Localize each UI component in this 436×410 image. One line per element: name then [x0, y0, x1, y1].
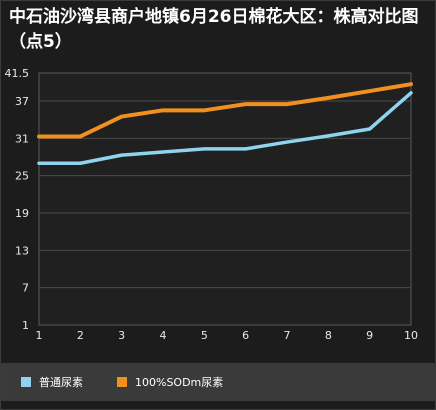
y-tick-label: 1 [22, 319, 29, 332]
x-tick-label: 5 [201, 329, 208, 342]
y-tick-label: 31 [15, 132, 29, 145]
y-tick-label: 37 [15, 95, 29, 108]
legend: 普通尿素 100%SODm尿素 [1, 363, 435, 401]
x-tick-label: 3 [118, 329, 125, 342]
legend-label-series-2: 100%SODm尿素 [135, 376, 224, 389]
legend-label-series-1: 普通尿素 [39, 376, 83, 389]
x-tick-label: 6 [242, 329, 249, 342]
x-tick-label: 8 [325, 329, 332, 342]
x-tick-label: 10 [404, 329, 418, 342]
y-tick-label: 7 [22, 282, 29, 295]
series-lines [37, 82, 413, 165]
x-axis-tick-labels: 1 2 3 4 5 6 7 8 9 10 [36, 329, 419, 342]
x-tick-label: 2 [77, 329, 84, 342]
y-axis-tick-labels: 1 7 13 19 25 31 37 41.5 [5, 67, 30, 332]
series-line-1 [37, 91, 413, 165]
x-tick-label: 7 [284, 329, 291, 342]
grid-lines [39, 100, 411, 289]
chart-title: 中石油沙湾县商户地镇6月26日棉花大区：株高对比图（点5） [9, 7, 419, 52]
x-tick-label: 1 [36, 329, 43, 342]
line-chart: 1 7 13 19 25 31 37 41.5 1 2 3 4 5 6 7 8 9 10 [5, 67, 419, 342]
plot-area [38, 72, 412, 326]
legend-swatch-series-2 [117, 377, 127, 387]
y-tick-label: 25 [15, 170, 29, 183]
legend-item-series-2[interactable]: 100%SODm尿素 [117, 374, 223, 390]
legend-swatch-series-1 [21, 377, 31, 387]
x-tick-label: 4 [160, 329, 167, 342]
y-tick-label: 19 [15, 207, 29, 220]
y-tick-label: 41.5 [5, 67, 30, 80]
legend-item-series-1[interactable]: 普通尿素 [21, 374, 83, 390]
x-tick-label: 9 [366, 329, 373, 342]
y-tick-label: 13 [15, 244, 29, 257]
series-line-2 [37, 82, 413, 139]
